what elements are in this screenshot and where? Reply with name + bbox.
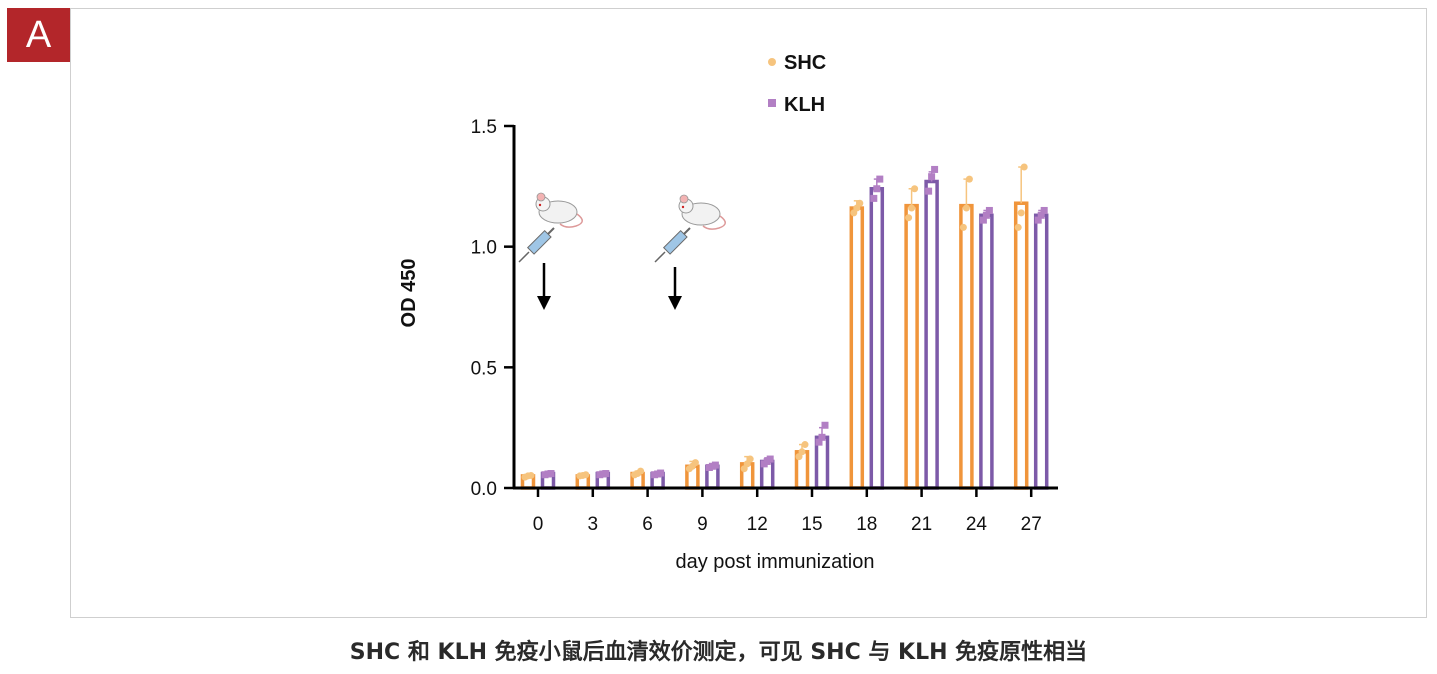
data-point-shc bbox=[746, 455, 754, 463]
x-ticks: 0 3 6 9 12 15 18 21 24 27 bbox=[533, 488, 1042, 535]
data-point-klh bbox=[657, 469, 665, 477]
data-point-shc bbox=[1017, 209, 1025, 217]
data-point-klh bbox=[928, 173, 936, 181]
data-point-klh bbox=[815, 438, 823, 446]
data-point-klh bbox=[873, 185, 881, 193]
down-arrow-icon bbox=[537, 263, 551, 310]
x-tick-label: 24 bbox=[966, 514, 988, 535]
x-tick-label: 6 bbox=[642, 514, 653, 535]
data-point-klh bbox=[876, 175, 884, 183]
panel-label: A bbox=[7, 8, 70, 62]
syringe-icon bbox=[654, 227, 691, 263]
data-point-shc bbox=[582, 471, 590, 479]
bar-klh-18 bbox=[869, 186, 885, 490]
mouse-icon bbox=[535, 192, 583, 228]
data-point-shc bbox=[959, 223, 967, 231]
x-tick-label: 0 bbox=[533, 514, 544, 535]
data-point-shc bbox=[908, 204, 916, 212]
data-point-shc bbox=[962, 204, 970, 212]
figure-caption: SHC 和 KLH 免疫小鼠后血清效价测定，可见 SHC 与 KLH 免疫原性相… bbox=[349, 640, 1088, 665]
data-point-shc bbox=[798, 448, 806, 456]
data-point-shc bbox=[691, 459, 699, 467]
bar-shc-24 bbox=[959, 203, 974, 490]
syringe-icon bbox=[518, 227, 555, 263]
y-tick-label: 0.5 bbox=[471, 358, 497, 379]
legend-label-klh: KLH bbox=[784, 94, 825, 116]
legend: SHC KLH bbox=[768, 52, 826, 116]
data-point-klh bbox=[1037, 211, 1045, 219]
x-tick-label: 15 bbox=[801, 514, 822, 535]
data-point-shc bbox=[911, 185, 919, 193]
y-ticks: 0.0 0.5 1.0 1.5 bbox=[471, 117, 514, 500]
data-point-klh bbox=[979, 216, 987, 224]
x-axis-title: day post immunization bbox=[676, 551, 875, 573]
x-tick-label: 27 bbox=[1021, 514, 1042, 535]
y-tick-label: 1.0 bbox=[471, 238, 497, 259]
down-arrow-icon bbox=[668, 267, 682, 310]
bar-klh-24 bbox=[979, 213, 994, 490]
data-point-klh bbox=[547, 470, 555, 478]
bar-klh-21 bbox=[924, 179, 939, 490]
data-point-shc bbox=[1014, 223, 1022, 231]
data-point-shc bbox=[1020, 163, 1028, 171]
legend-marker-klh bbox=[768, 99, 776, 107]
bar-shc-21 bbox=[904, 203, 919, 490]
data-point-klh bbox=[821, 421, 829, 429]
immunization-annotation-day0 bbox=[518, 192, 583, 310]
y-tick-label: 0.0 bbox=[471, 479, 497, 500]
data-point-klh bbox=[931, 165, 939, 173]
data-point-klh bbox=[870, 194, 878, 202]
data-point-klh bbox=[711, 461, 719, 469]
legend-label-shc: SHC bbox=[784, 52, 826, 74]
plot-area bbox=[520, 163, 1049, 490]
data-point-shc bbox=[905, 214, 913, 222]
bar-klh-27 bbox=[1033, 213, 1049, 490]
data-point-shc bbox=[637, 467, 645, 475]
data-point-shc bbox=[856, 199, 864, 207]
legend-marker-shc bbox=[768, 58, 776, 66]
y-tick-label: 1.5 bbox=[471, 117, 497, 138]
data-point-klh bbox=[602, 470, 610, 478]
data-point-klh bbox=[985, 206, 993, 214]
bar-shc-27 bbox=[1013, 201, 1029, 490]
data-point-klh bbox=[925, 187, 933, 195]
figure-frame bbox=[70, 8, 1427, 618]
immunization-annotation-day9 bbox=[654, 194, 726, 310]
data-point-klh bbox=[766, 455, 774, 463]
x-tick-label: 12 bbox=[747, 514, 768, 535]
data-point-klh bbox=[818, 433, 826, 441]
data-point-klh bbox=[982, 211, 990, 219]
data-point-shc bbox=[801, 441, 809, 449]
mouse-icon bbox=[678, 194, 726, 230]
data-point-shc bbox=[965, 175, 973, 183]
y-axis-title: OD 450 bbox=[398, 259, 420, 328]
x-tick-label: 9 bbox=[697, 514, 708, 535]
data-point-shc bbox=[527, 471, 535, 479]
x-tick-label: 3 bbox=[588, 514, 599, 535]
bar-shc-18 bbox=[849, 206, 865, 490]
x-tick-label: 18 bbox=[856, 514, 877, 535]
x-tick-label: 21 bbox=[911, 514, 932, 535]
data-point-klh bbox=[1040, 206, 1048, 214]
data-point-klh bbox=[1034, 216, 1042, 224]
